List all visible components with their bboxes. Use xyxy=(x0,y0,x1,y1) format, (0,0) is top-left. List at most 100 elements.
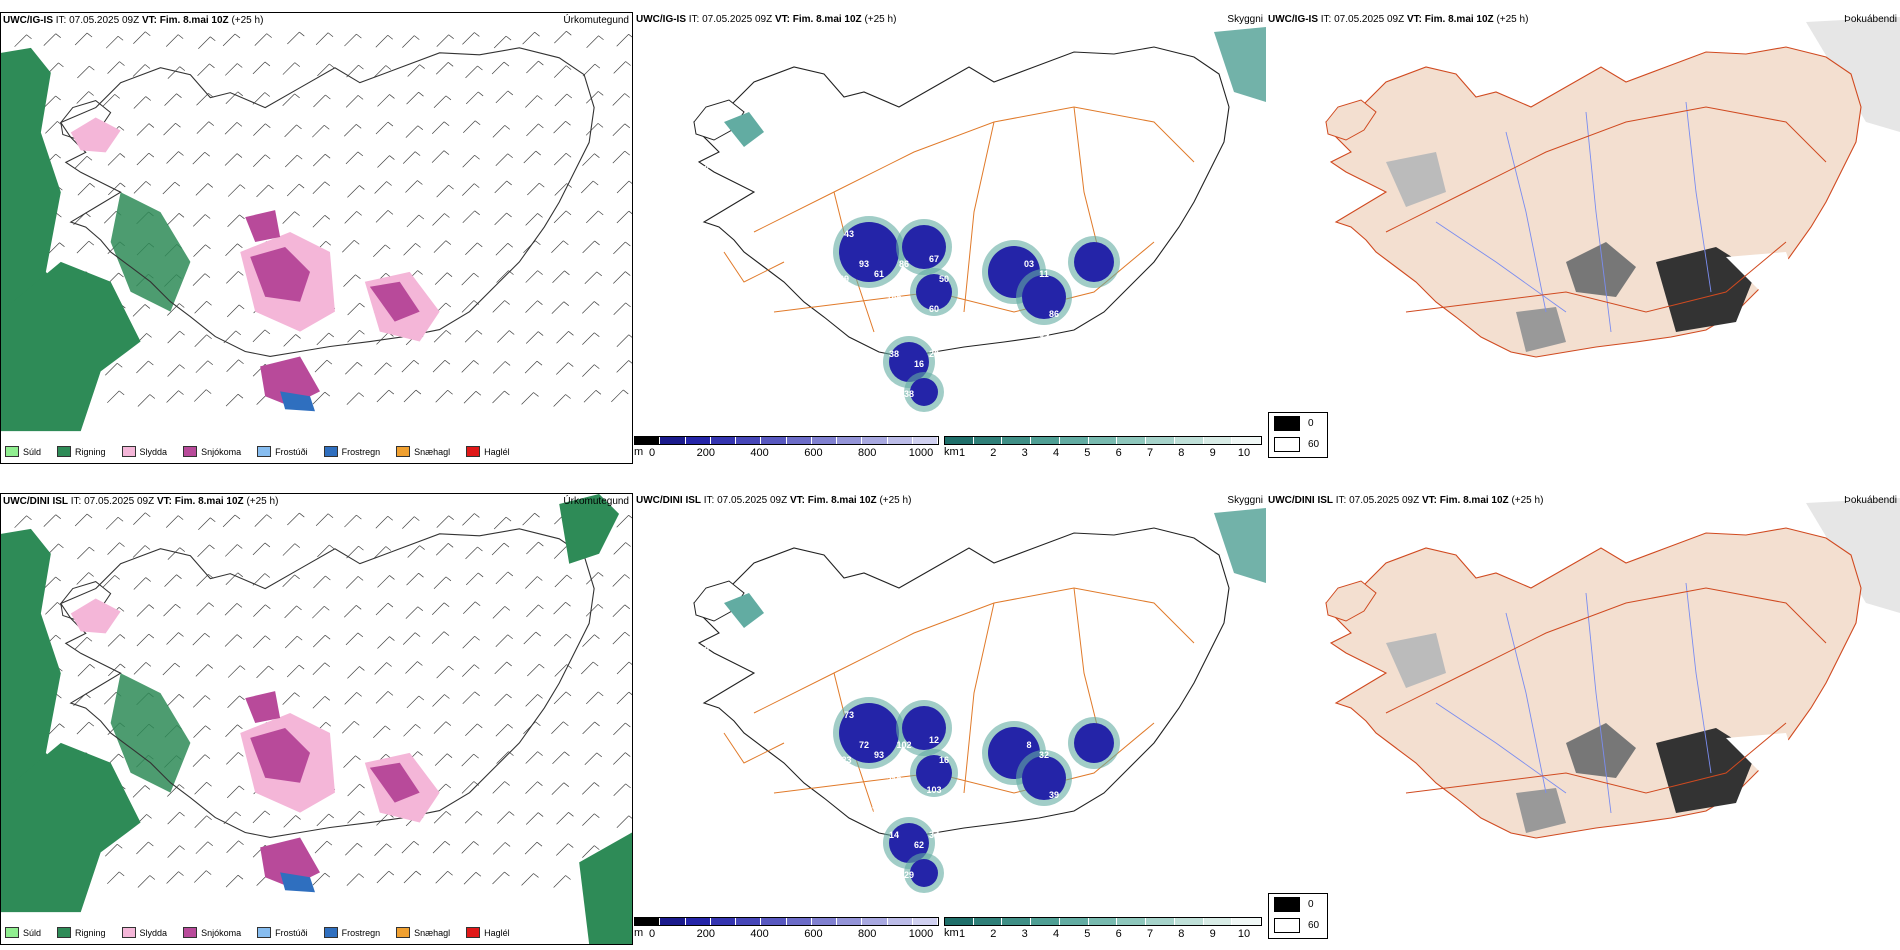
precip-legend-item: Snjókoma xyxy=(183,927,241,938)
colorbar-tick: 7 xyxy=(1146,447,1154,459)
legend-label: 0 xyxy=(1308,418,1314,429)
fog-index-map xyxy=(1325,17,1900,358)
legend-label: Súld xyxy=(23,446,42,457)
colorbar-tick: 10 xyxy=(1237,928,1251,940)
legend-swatch xyxy=(5,927,19,938)
fog-legend: 0 60 xyxy=(1268,412,1328,458)
fog-legend-item: 0 xyxy=(1269,894,1327,915)
cloud-base-label: 37 xyxy=(929,830,939,840)
legend-label: Frostúði xyxy=(275,446,308,457)
colorbar-tick: 400 xyxy=(750,928,769,940)
cloud-base-label: 03 xyxy=(1024,259,1034,269)
colorbar-unit: km xyxy=(944,927,959,939)
legend-swatch xyxy=(396,446,411,457)
precip-legend-item: Snæhagl xyxy=(396,927,450,938)
cloud-base-label: 60 xyxy=(929,304,939,314)
cloud-base-label: 50 xyxy=(939,274,949,284)
precip-legend-item: Slydda xyxy=(121,927,168,938)
colorbar-tick: 800 xyxy=(858,928,877,940)
colorbar-tick: 1000 xyxy=(908,928,934,940)
ceiling-colorbar: m 0 200 400 600 800 1000 xyxy=(634,917,939,945)
precip-legend-item: Súld xyxy=(5,446,41,457)
fog-legend-item: 0 xyxy=(1269,413,1327,434)
precip-legend-item: Rigning xyxy=(57,927,106,938)
precip-legend-item: Snæhagl xyxy=(396,446,450,457)
legend-swatch xyxy=(121,927,136,938)
precip-legend-item: Slydda xyxy=(121,446,167,457)
cloud-base-label: 93 xyxy=(874,750,884,760)
cloud-base-label: 103 xyxy=(926,785,941,795)
colorbar-tick: 200 xyxy=(696,928,715,940)
legend-swatch xyxy=(323,927,338,938)
fog-panel-row1: UWC/IG-IS IT: 07.05.2025 09Z VT: Fim. 8.… xyxy=(1266,12,1900,464)
legend-label: Haglél xyxy=(484,927,510,938)
cloud-base-label: 62 xyxy=(914,840,924,850)
cloud-base-label: 34 xyxy=(1079,339,1089,349)
colorbar-unit: km xyxy=(944,446,959,458)
panel-header: UWC/IG-IS IT: 07.05.2025 09Z VT: Fim. 8.… xyxy=(636,14,897,25)
cloud-base-label: 67 xyxy=(929,254,939,264)
cloud-base-label: 38 xyxy=(699,164,709,174)
panel-header: UWC/DINI ISL IT: 07.05.2025 09Z VT: Fim.… xyxy=(3,496,279,507)
legend-swatch xyxy=(5,446,19,457)
cloud-base-label: 11 xyxy=(874,324,884,334)
legend-label: Slydda xyxy=(139,927,168,938)
visibility-colorbar: km 1 2 3 4 5 6 7 8 9 10 xyxy=(944,436,1262,464)
legend-swatch xyxy=(257,927,272,938)
cloud-base-label: 26 xyxy=(929,349,939,359)
precip-legend-item: Rigning xyxy=(57,446,106,457)
legend-swatch xyxy=(1274,897,1300,912)
colorbar-tick: 200 xyxy=(696,447,715,459)
colorbar-strip xyxy=(944,917,1262,926)
precip-legend: Súld Rigning Slydda Snjókoma Frostúði Frostre… xyxy=(5,446,510,457)
legend-label: Haglél xyxy=(484,446,510,457)
panel-title: Þokuábendi xyxy=(1844,495,1897,506)
fog-legend-item: 60 xyxy=(1269,434,1327,455)
colorbar-tick: 9 xyxy=(1209,447,1216,459)
legend-swatch xyxy=(57,927,72,938)
cloud-base-label: 94 xyxy=(1119,274,1129,284)
colorbar-tick: 1 xyxy=(958,928,966,940)
legend-swatch xyxy=(183,927,198,938)
colorbar-strip xyxy=(634,436,939,445)
colorbar-tick: 400 xyxy=(750,447,769,459)
legend-label: 60 xyxy=(1308,920,1320,931)
legend-label: 60 xyxy=(1308,439,1320,450)
precip-legend-item: Frostúði xyxy=(257,446,308,457)
cloud-base-label: 12 xyxy=(929,735,939,745)
legend-swatch xyxy=(121,446,136,457)
cloud-base-label: 39 xyxy=(709,595,719,605)
panel-title: Skyggni xyxy=(1227,14,1263,25)
cloud-base-label: 29 xyxy=(904,870,914,880)
colorbar-tick: 8 xyxy=(1178,447,1185,459)
legend-swatch xyxy=(466,446,481,457)
panel-title: Þokuábendi xyxy=(1844,14,1897,25)
cloud-base-label: 103 xyxy=(886,294,901,304)
cloud-base-label: 38 xyxy=(904,389,914,399)
colorbar-strip xyxy=(944,436,1262,445)
cloud-base-label: 129 xyxy=(871,805,886,815)
legend-swatch xyxy=(323,446,338,457)
legend-label: Snjókoma xyxy=(201,446,242,457)
visibility-colorbar: km 1 2 3 4 5 6 7 8 9 10 xyxy=(944,917,1262,945)
legend-label: Frostregn xyxy=(341,927,381,938)
cloud-base-label: 38 xyxy=(879,389,889,399)
panel-header: UWC/DINI ISL IT: 07.05.2025 09Z VT: Fim.… xyxy=(636,495,912,506)
precip-type-map xyxy=(1,30,632,432)
panel-title: Úrkomutegund xyxy=(563,496,629,507)
colorbar-tick: 600 xyxy=(804,447,823,459)
legend-swatch xyxy=(257,446,272,457)
cloud-base-label: 180 xyxy=(876,870,891,880)
colorbar-tick: 9 xyxy=(1209,928,1216,940)
cloud-base-label: 102 xyxy=(896,740,911,750)
legend-label: Rigning xyxy=(75,446,106,457)
cloud-base-label: 213 xyxy=(886,775,901,785)
cloud-base-label: 123 xyxy=(836,755,851,765)
cloud-base-label: 73 xyxy=(844,710,854,720)
colorbar-tick: 5 xyxy=(1084,447,1091,459)
cloud-base-label: 72 xyxy=(859,740,869,750)
legend-label: Frostúði xyxy=(275,927,308,938)
colorbar-tick: 3 xyxy=(1021,928,1028,940)
legend-swatch xyxy=(466,927,481,938)
